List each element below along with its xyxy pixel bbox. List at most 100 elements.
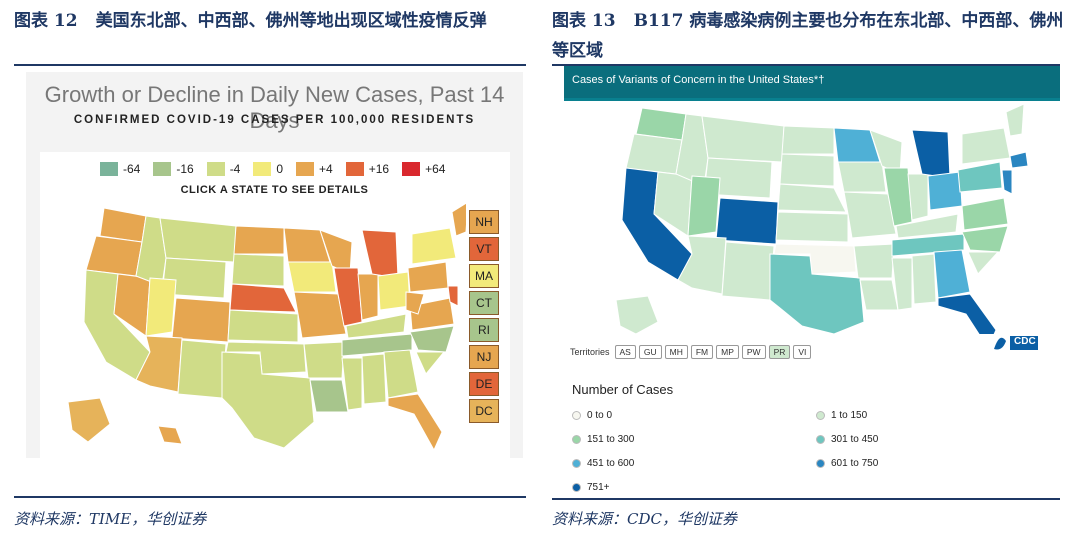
state-box-ct[interactable]: CT (469, 291, 499, 315)
figure-number: 13 (591, 11, 616, 31)
state-ms (891, 257, 913, 311)
state-tx (221, 351, 315, 449)
state-ky (345, 313, 407, 339)
cdc-map-header: Cases of Variants of Concern in the Unit… (564, 66, 1060, 101)
state-or (85, 235, 143, 277)
state-mo (843, 191, 897, 239)
state-ia (287, 261, 337, 293)
title-rule (552, 64, 1060, 66)
state-ak (615, 295, 659, 334)
northeast-state-list: NH VT MA CT RI NJ DE DC (469, 210, 499, 426)
state-ar (853, 243, 895, 279)
state-tn (341, 333, 413, 357)
state-nj (1001, 169, 1013, 195)
state-in (357, 273, 379, 321)
state-ms (341, 357, 363, 411)
figure-caption: B117 病毒感染病例主要也分布在东北部、中西部、佛州等区域 (552, 11, 1064, 61)
state-co (715, 197, 779, 245)
state-ut (687, 175, 721, 237)
legend-item: +4 (296, 162, 333, 176)
state-or (625, 133, 683, 175)
state-ia (837, 161, 887, 193)
state-me (1005, 104, 1025, 137)
state-va (961, 197, 1009, 231)
state-md (447, 285, 459, 307)
legend-item: +16 (345, 162, 389, 176)
legend-item: 0 (253, 162, 283, 176)
state-in (907, 173, 929, 221)
territory-mp[interactable]: MP (716, 345, 739, 359)
state-nc (961, 225, 1009, 253)
state-ak (67, 397, 111, 443)
state-nd (233, 225, 285, 255)
time-map-widget: Growth or Decline in Daily New Cases, Pa… (26, 72, 523, 458)
figure-number: 12 (53, 11, 78, 31)
legend-item: -64 (100, 162, 140, 176)
state-box-de[interactable]: DE (469, 372, 499, 396)
bottom-rule (14, 496, 526, 498)
state-co (171, 297, 231, 343)
legend-item: +64 (402, 162, 445, 176)
state-al (361, 353, 387, 405)
state-pa (957, 161, 1003, 193)
bottom-rule (552, 498, 1060, 500)
state-box-nj[interactable]: NJ (469, 345, 499, 369)
left-figure: 图表 12 美国东北部、中西部、佛州等地出现区域性疫情反弹 Growth or D… (14, 0, 526, 542)
state-wa (99, 207, 147, 243)
state-sc (415, 351, 446, 375)
figure-13-title: 图表 13 B117 病毒感染病例主要也分布在东北部、中西部、佛州等区域 (552, 6, 1066, 66)
figure-12-title: 图表 12 美国东北部、中西部、佛州等地出现区域性疫情反弹 (14, 6, 487, 36)
territory-fm[interactable]: FM (690, 345, 714, 359)
state-ma (1009, 151, 1029, 169)
state-nd (781, 125, 835, 155)
territory-as[interactable]: AS (614, 345, 636, 359)
legend-item: 751+ (572, 482, 610, 493)
state-il (333, 267, 363, 327)
territory-pr[interactable]: PR (768, 345, 791, 359)
cdc-logo-text: CDC (1014, 336, 1036, 347)
territories-label: Territories (570, 347, 610, 357)
territories-row: Territories AS GU MH FM MP PW PR VI (570, 345, 814, 359)
state-nc (409, 325, 455, 353)
state-mi (911, 129, 951, 179)
state-sd (231, 253, 285, 287)
state-box-dc[interactable]: DC (469, 399, 499, 423)
legend-item: -4 (206, 162, 240, 176)
state-ga (933, 249, 971, 299)
us-map-growth[interactable] (66, 202, 466, 452)
state-al (911, 253, 937, 305)
legend-title: Number of Cases (572, 382, 674, 397)
territory-vi[interactable]: VI (793, 345, 812, 359)
figure-label: 图表 (552, 11, 586, 31)
state-ut (145, 277, 177, 337)
state-az (677, 235, 727, 295)
territory-gu[interactable]: GU (638, 345, 662, 359)
state-az (135, 335, 183, 393)
state-ga (383, 349, 419, 399)
legend: -64 -16 -4 0 +4 +16 +64 (100, 162, 458, 176)
figure-label: 图表 (14, 11, 48, 31)
state-mo (293, 291, 347, 339)
state-va (409, 297, 455, 331)
state-ne (777, 183, 847, 213)
state-oh (377, 271, 411, 311)
state-nm (721, 241, 775, 301)
state-fl (387, 393, 443, 452)
state-sc (967, 251, 1000, 275)
us-map-variants[interactable] (612, 104, 1052, 334)
chart-title: Growth or Decline in Daily New Cases, Pa… (44, 82, 505, 133)
right-figure: 图表 13 B117 病毒感染病例主要也分布在东北部、中西部、佛州等区域 Case… (552, 0, 1066, 542)
source-note: 资料来源：TIME，华创证券 (14, 510, 207, 528)
state-box-ma[interactable]: MA (469, 264, 499, 288)
state-wv (405, 291, 425, 315)
chart-title: Cases of Variants of Concern in the Unit… (572, 74, 825, 86)
territory-mh[interactable]: MH (664, 345, 688, 359)
state-nm (177, 339, 227, 399)
state-la (309, 379, 349, 413)
legend-item: 0 to 0 (572, 410, 612, 421)
state-box-vt[interactable]: VT (469, 237, 499, 261)
state-ny (411, 227, 457, 265)
territory-pw[interactable]: PW (741, 345, 766, 359)
state-box-ri[interactable]: RI (469, 318, 499, 342)
state-box-nh[interactable]: NH (469, 210, 499, 234)
